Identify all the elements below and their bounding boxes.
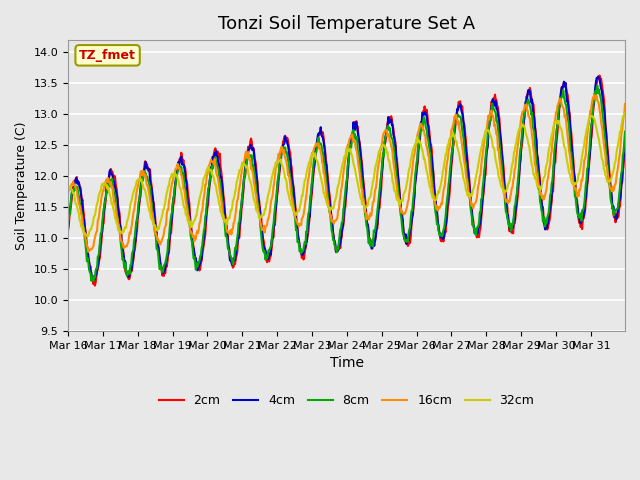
- 32cm: [233, 180, 241, 186]
- 2cm: [131, 249, 138, 255]
- Title: Tonzi Soil Temperature Set A: Tonzi Soil Temperature Set A: [218, 15, 475, 33]
- 16cm: [64, 191, 72, 197]
- 4cm: [436, 231, 444, 237]
- 16cm: [131, 207, 138, 213]
- 8cm: [64, 219, 72, 225]
- 2cm: [91, 283, 99, 288]
- 32cm: [83, 233, 91, 239]
- 8cm: [621, 129, 629, 134]
- 32cm: [131, 187, 138, 193]
- Text: TZ_fmet: TZ_fmet: [79, 49, 136, 62]
- 8cm: [260, 248, 268, 253]
- Line: 2cm: 2cm: [68, 75, 625, 286]
- 2cm: [282, 133, 289, 139]
- 16cm: [233, 202, 241, 208]
- 8cm: [282, 144, 289, 150]
- 16cm: [84, 249, 92, 255]
- 2cm: [233, 252, 241, 258]
- 2cm: [436, 232, 444, 238]
- 16cm: [436, 205, 444, 211]
- 8cm: [131, 237, 138, 243]
- 2cm: [621, 138, 629, 144]
- 4cm: [233, 245, 241, 251]
- 2cm: [64, 228, 72, 233]
- 8cm: [593, 83, 601, 88]
- 4cm: [90, 278, 97, 284]
- 8cm: [90, 278, 97, 284]
- 32cm: [260, 212, 268, 217]
- 4cm: [64, 227, 72, 232]
- 32cm: [64, 186, 72, 192]
- 4cm: [595, 74, 602, 80]
- 2cm: [260, 240, 268, 245]
- 16cm: [404, 197, 412, 203]
- Line: 32cm: 32cm: [68, 113, 625, 236]
- 32cm: [282, 176, 289, 181]
- X-axis label: Time: Time: [330, 356, 364, 370]
- 4cm: [404, 238, 412, 244]
- 16cm: [282, 155, 289, 161]
- 2cm: [596, 72, 604, 78]
- 4cm: [131, 245, 138, 251]
- Legend: 2cm, 4cm, 8cm, 16cm, 32cm: 2cm, 4cm, 8cm, 16cm, 32cm: [154, 389, 540, 412]
- Line: 4cm: 4cm: [68, 77, 625, 281]
- Line: 16cm: 16cm: [68, 95, 625, 252]
- 16cm: [621, 101, 629, 107]
- Y-axis label: Soil Temperature (C): Soil Temperature (C): [15, 121, 28, 250]
- 16cm: [260, 223, 268, 228]
- 8cm: [436, 233, 444, 239]
- 4cm: [282, 133, 289, 139]
- 8cm: [404, 230, 412, 236]
- 2cm: [404, 242, 412, 248]
- 16cm: [591, 92, 598, 98]
- 32cm: [404, 169, 412, 175]
- 4cm: [621, 141, 629, 146]
- Line: 8cm: 8cm: [68, 85, 625, 281]
- 32cm: [621, 110, 629, 116]
- 4cm: [260, 244, 268, 250]
- 32cm: [436, 185, 444, 191]
- 8cm: [233, 241, 241, 247]
